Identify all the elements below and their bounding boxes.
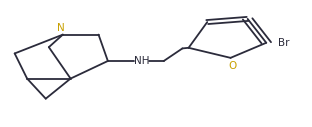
Text: Br: Br bbox=[278, 38, 289, 48]
Text: O: O bbox=[228, 61, 236, 71]
Text: N: N bbox=[57, 23, 65, 33]
Text: NH: NH bbox=[134, 56, 150, 66]
